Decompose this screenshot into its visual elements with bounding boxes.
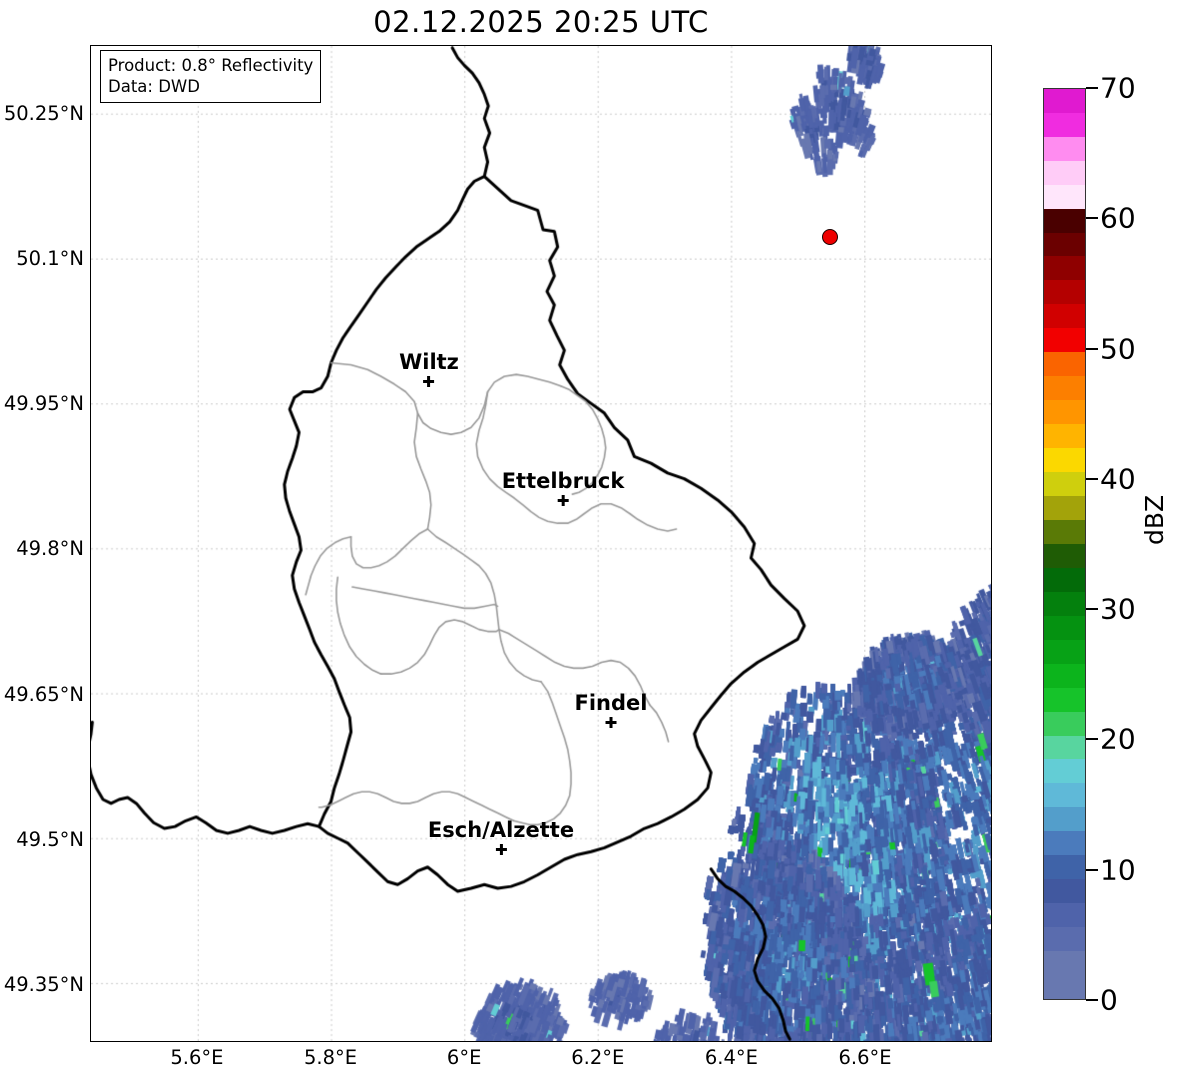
y-tick-label: 49.65°N <box>3 682 84 706</box>
colorbar-band <box>1044 927 1085 952</box>
colorbar-band <box>1044 136 1085 161</box>
colorbar-band <box>1044 735 1085 760</box>
y-tick-label: 50.1°N <box>16 246 84 270</box>
reflectivity-colorbar <box>1043 88 1086 1000</box>
x-tick-label: 6.2°E <box>571 1046 625 1069</box>
colorbar-band <box>1044 160 1085 185</box>
colorbar-band <box>1044 615 1085 640</box>
y-tick-label: 49.95°N <box>3 392 84 416</box>
colorbar-tick <box>1086 999 1098 1001</box>
colorbar-band <box>1044 256 1085 281</box>
colorbar-band <box>1044 855 1085 880</box>
info-product-line: Product: 0.8° Reflectivity <box>108 56 314 75</box>
colorbar-band <box>1044 400 1085 425</box>
radar-station-marker[interactable] <box>822 229 838 245</box>
colorbar-tick <box>1086 477 1098 480</box>
x-tick-label: 6.4°E <box>704 1046 758 1069</box>
colorbar-band <box>1044 759 1085 784</box>
x-tick-label: 5.6°E <box>170 1046 224 1069</box>
colorbar-band <box>1044 448 1085 473</box>
y-tick-label: 49.35°N <box>3 972 84 996</box>
colorbar-band <box>1044 831 1085 856</box>
colorbar-tick-label: 0 <box>1100 983 1118 1017</box>
product-info-box: Product: 0.8° Reflectivity Data: DWD <box>100 50 322 103</box>
colorbar-tick <box>1086 738 1098 741</box>
colorbar-tick <box>1086 87 1098 89</box>
colorbar-tick-label: 40 <box>1100 462 1136 496</box>
x-tick-label: 6.6°E <box>838 1046 892 1069</box>
colorbar-band <box>1044 208 1085 233</box>
colorbar-gradient <box>1044 88 1085 999</box>
colorbar-band <box>1044 711 1085 736</box>
colorbar-tick-label: 70 <box>1100 71 1136 105</box>
x-tick-label: 6°E <box>446 1046 482 1069</box>
y-tick-label: 49.8°N <box>16 537 84 561</box>
colorbar-band <box>1044 232 1085 257</box>
colorbar-band <box>1044 567 1085 592</box>
colorbar-band <box>1044 184 1085 209</box>
colorbar-band <box>1044 280 1085 305</box>
colorbar-tick-label: 10 <box>1100 853 1136 887</box>
colorbar-tick <box>1086 217 1098 220</box>
page-title: 02.12.2025 20:25 UTC <box>373 5 709 39</box>
colorbar-band <box>1044 519 1085 544</box>
colorbar-band <box>1044 352 1085 377</box>
colorbar-band <box>1044 88 1085 113</box>
colorbar-band <box>1044 112 1085 137</box>
y-tick-label: 50.25°N <box>3 101 84 125</box>
colorbar-tick <box>1086 868 1098 871</box>
colorbar-band <box>1044 783 1085 808</box>
x-tick-label: 5.8°E <box>303 1046 358 1069</box>
colorbar-tick <box>1086 347 1098 350</box>
colorbar-tick-label: 50 <box>1100 332 1136 366</box>
colorbar-band <box>1044 903 1085 928</box>
colorbar-band <box>1044 639 1085 664</box>
colorbar-tick <box>1086 608 1098 611</box>
colorbar-tick-label: 20 <box>1100 722 1136 756</box>
colorbar-band <box>1044 424 1085 449</box>
colorbar-band <box>1044 975 1085 999</box>
colorbar-axis-label: dBZ <box>1140 494 1169 545</box>
info-data-line: Data: DWD <box>108 77 200 96</box>
colorbar-band <box>1044 687 1085 712</box>
colorbar-tick-label: 60 <box>1100 201 1136 235</box>
colorbar-band <box>1044 304 1085 329</box>
y-tick-label: 49.5°N <box>16 827 84 851</box>
radar-map-plot[interactable] <box>90 45 992 1042</box>
colorbar-band <box>1044 951 1085 976</box>
colorbar-band <box>1044 376 1085 401</box>
colorbar-band <box>1044 472 1085 496</box>
colorbar-band <box>1044 879 1085 904</box>
colorbar-band <box>1044 543 1085 568</box>
colorbar-band <box>1044 328 1085 353</box>
colorbar-band <box>1044 663 1085 688</box>
colorbar-band <box>1044 591 1085 616</box>
colorbar-band <box>1044 495 1085 520</box>
radar-reflectivity-canvas <box>91 46 991 1041</box>
colorbar-tick-label: 30 <box>1100 592 1136 626</box>
colorbar-band <box>1044 807 1085 832</box>
